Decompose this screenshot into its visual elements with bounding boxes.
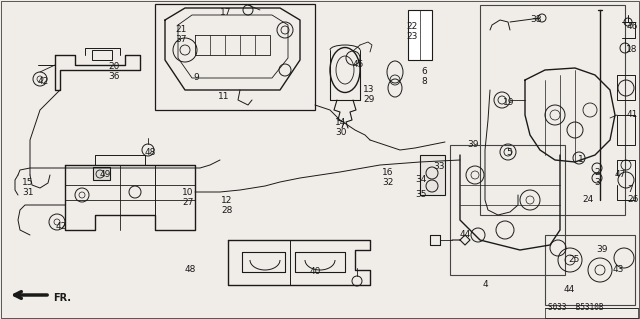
Bar	[545, 235, 635, 305]
Text: 4: 4	[483, 280, 488, 289]
Text: 7
26: 7 26	[627, 185, 638, 204]
Text: 44: 44	[460, 230, 471, 239]
Text: 10
27: 10 27	[182, 188, 193, 207]
Bar	[93, 167, 110, 180]
Text: 25: 25	[568, 255, 579, 264]
Text: 19: 19	[503, 98, 515, 107]
Text: 35: 35	[415, 190, 426, 199]
Text: 2
3: 2 3	[594, 168, 600, 187]
Text: 9: 9	[193, 73, 199, 82]
Bar	[450, 145, 565, 275]
Text: 39: 39	[596, 245, 607, 254]
Text: 6
8: 6 8	[421, 67, 427, 86]
Text: 15
31: 15 31	[22, 178, 33, 197]
Text: 12
28: 12 28	[221, 196, 232, 215]
Text: 11: 11	[218, 92, 230, 101]
Text: 34: 34	[415, 175, 426, 184]
Text: 17: 17	[220, 8, 232, 17]
Text: FR.: FR.	[53, 293, 71, 303]
Bar	[420, 155, 445, 195]
Text: 40: 40	[310, 267, 321, 276]
Text: 48: 48	[145, 148, 156, 157]
Bar	[155, 4, 315, 110]
Text: 33: 33	[433, 162, 445, 171]
Text: S033  B5310B: S033 B5310B	[548, 303, 604, 312]
Text: 39: 39	[467, 140, 479, 149]
Bar	[92, 50, 112, 60]
Bar	[480, 5, 625, 215]
Text: 21
37: 21 37	[175, 25, 186, 44]
Text: 42: 42	[56, 222, 67, 231]
Text: 20
36: 20 36	[108, 62, 120, 81]
Text: 24: 24	[582, 195, 593, 204]
Text: 22
23: 22 23	[406, 22, 417, 41]
Bar	[408, 10, 432, 60]
Text: 14
30: 14 30	[335, 118, 346, 137]
Text: 49: 49	[100, 170, 111, 179]
Text: 5: 5	[506, 148, 512, 157]
Text: 45: 45	[353, 60, 364, 69]
Text: 44: 44	[564, 285, 575, 294]
Bar	[545, 308, 638, 318]
Text: 1: 1	[578, 155, 584, 164]
Text: 42: 42	[38, 77, 49, 86]
Text: 18: 18	[626, 45, 637, 54]
Text: 48: 48	[185, 265, 196, 274]
Text: 41: 41	[627, 110, 638, 119]
Text: 46: 46	[627, 22, 638, 31]
Text: 47: 47	[615, 170, 627, 179]
Text: 38: 38	[530, 15, 541, 24]
Text: 16
32: 16 32	[382, 168, 394, 187]
Text: 43: 43	[613, 265, 625, 274]
Text: 13
29: 13 29	[363, 85, 374, 104]
